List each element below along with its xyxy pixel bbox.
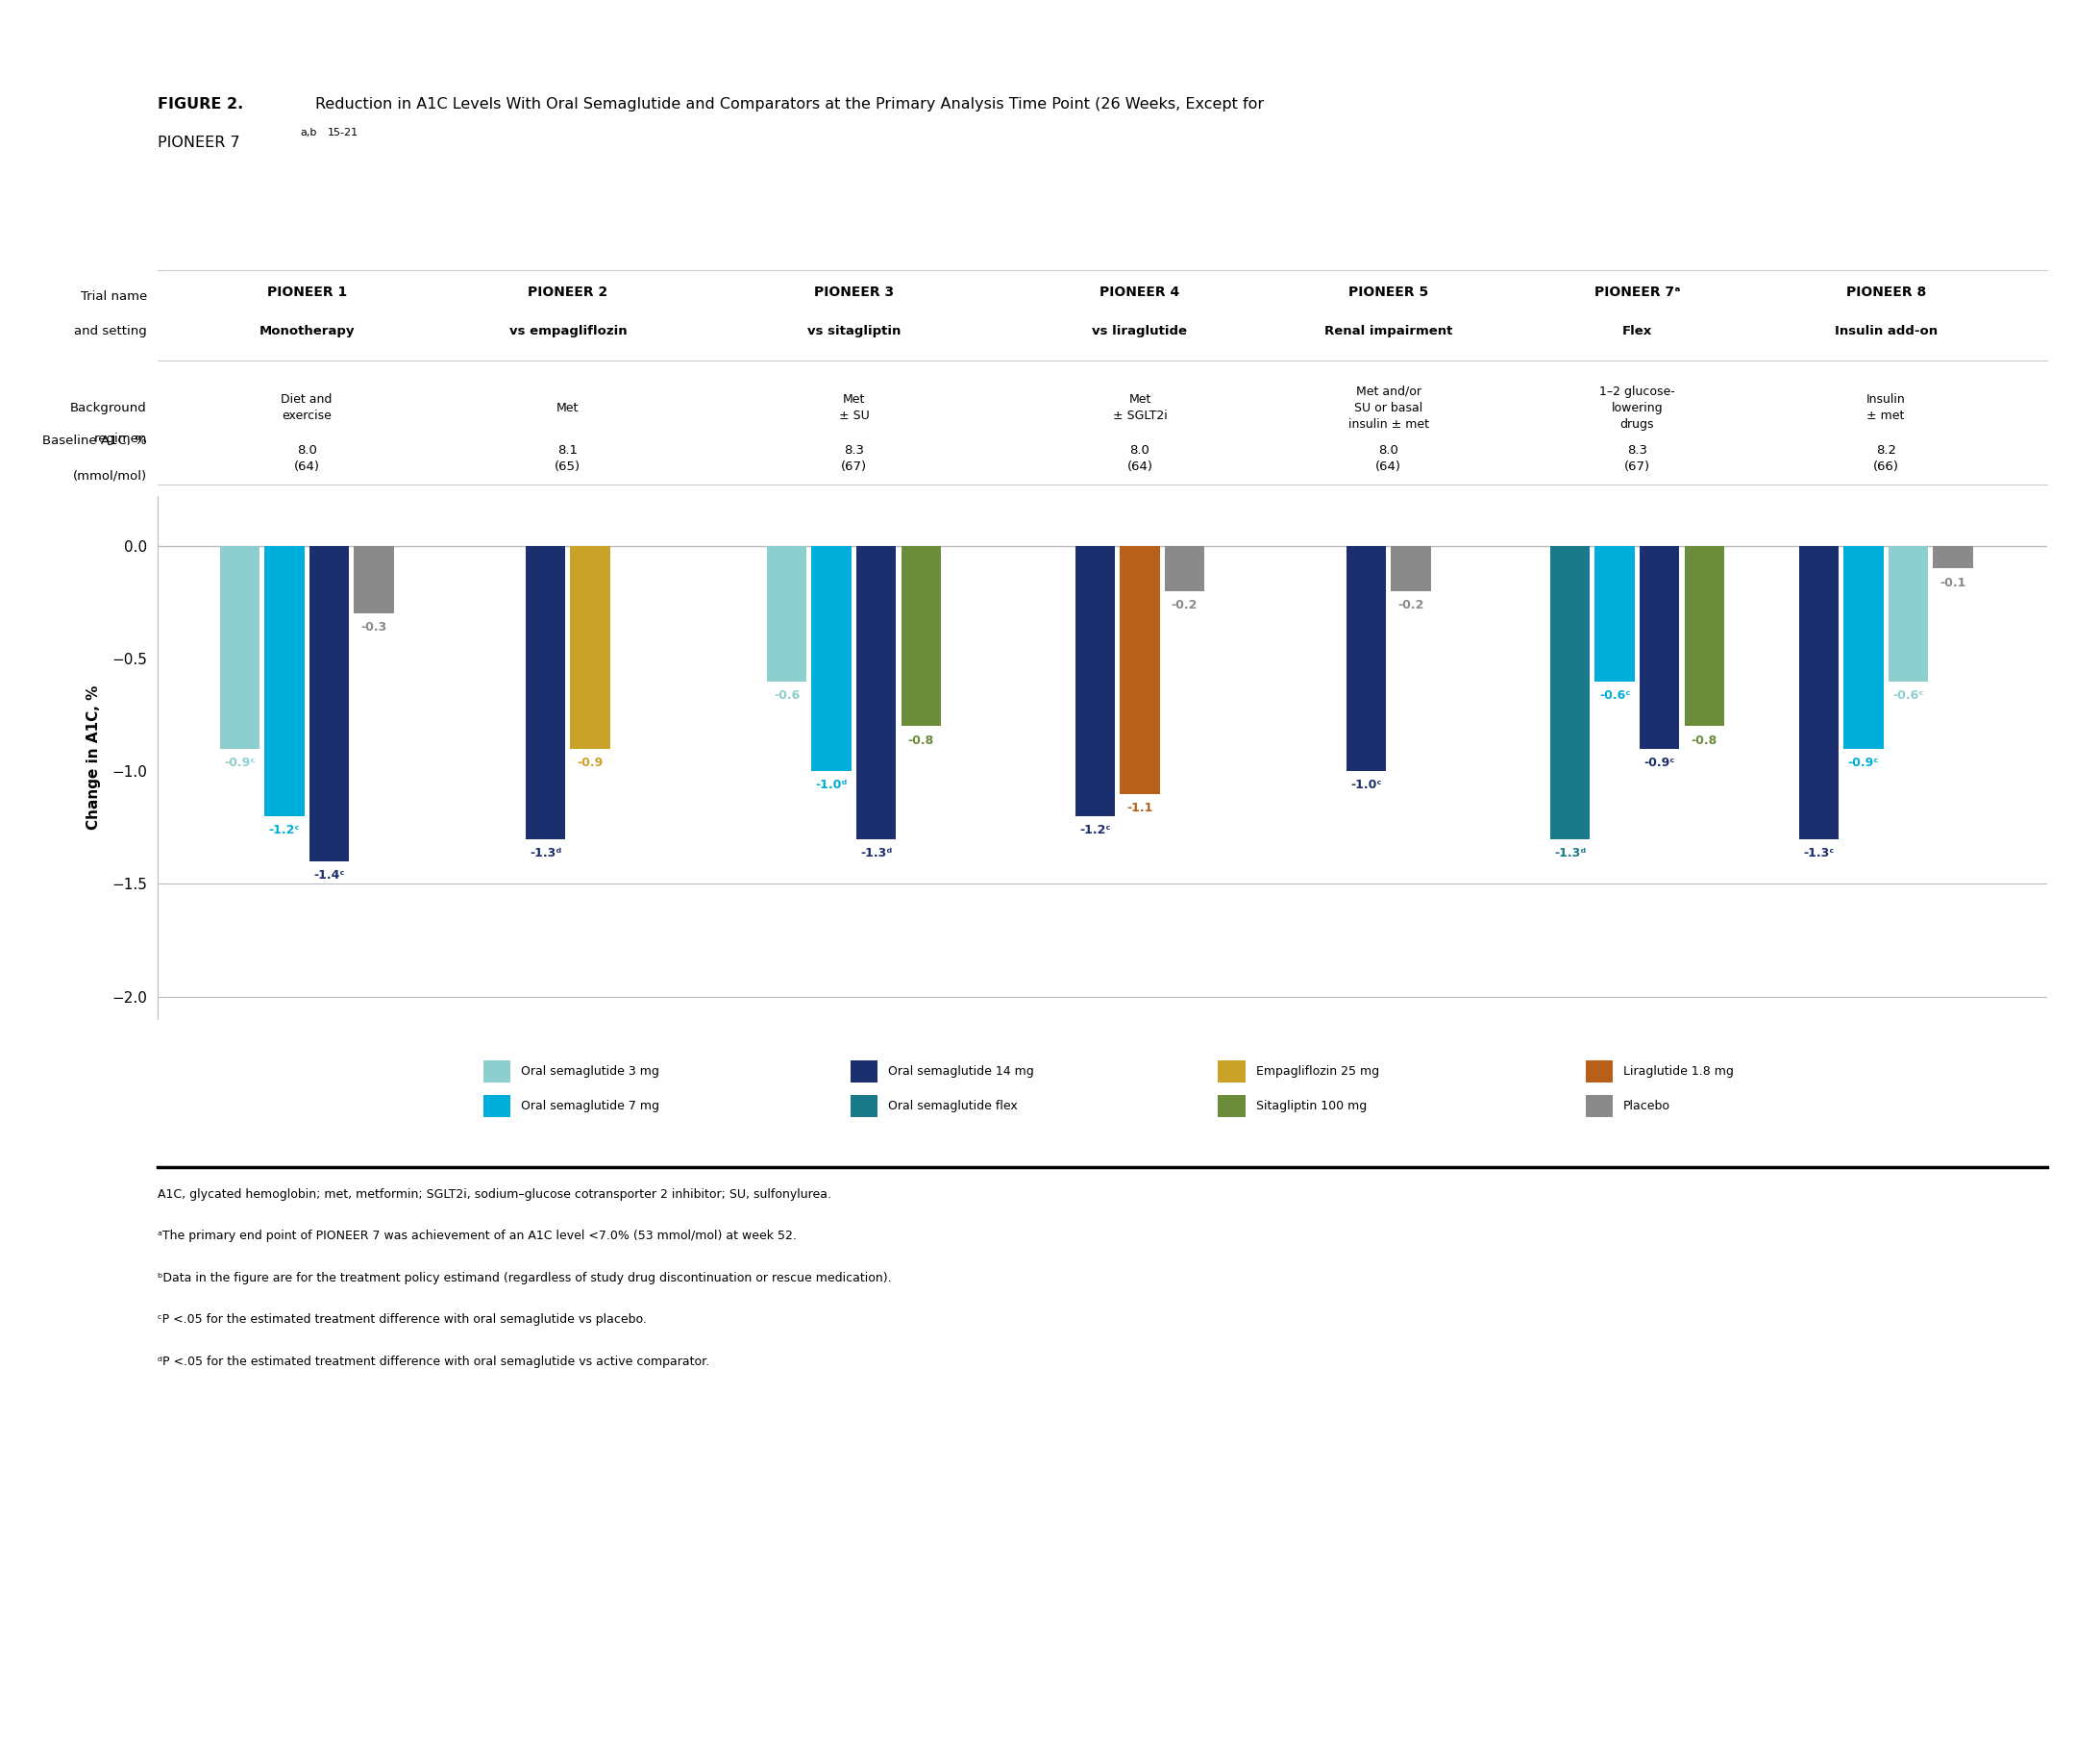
Text: -1.3ᵈ: -1.3ᵈ — [1554, 847, 1586, 859]
Text: ᵇData in the figure are for the treatment policy estimand (regardless of study d: ᵇData in the figure are for the treatmen… — [158, 1272, 890, 1284]
Bar — [1888, 545, 1928, 681]
Text: PIONEER 7: PIONEER 7 — [158, 136, 239, 150]
Text: vs liraglutide: vs liraglutide — [1092, 324, 1186, 338]
Bar — [1166, 545, 1205, 591]
Text: -0.8: -0.8 — [1691, 733, 1718, 747]
Text: Oral semaglutide 7 mg: Oral semaglutide 7 mg — [521, 1099, 659, 1113]
Text: Flex: Flex — [1621, 324, 1653, 338]
Text: Met
± SGLT2i: Met ± SGLT2i — [1113, 394, 1168, 422]
Text: -0.9ᶜ: -0.9ᶜ — [1848, 756, 1880, 770]
Text: 8.0
(64): 8.0 (64) — [294, 444, 319, 472]
Text: FIGURE 2.: FIGURE 2. — [158, 98, 244, 111]
Text: ᵃThe primary end point of PIONEER 7 was achievement of an A1C level <7.0% (53 mm: ᵃThe primary end point of PIONEER 7 was … — [158, 1230, 796, 1242]
Text: 8.0
(64): 8.0 (64) — [1376, 444, 1401, 472]
Bar — [1640, 545, 1680, 749]
Text: 8.0
(64): 8.0 (64) — [1128, 444, 1153, 472]
Text: ᵈP <.05 for the estimated treatment difference with oral semaglutide vs active c: ᵈP <.05 for the estimated treatment diff… — [158, 1355, 710, 1367]
Bar — [1684, 545, 1724, 726]
Text: 15-21: 15-21 — [328, 127, 359, 138]
Text: -1.0ᶜ: -1.0ᶜ — [1350, 779, 1382, 791]
Text: -1.2ᶜ: -1.2ᶜ — [269, 824, 300, 836]
Text: PIONEER 4: PIONEER 4 — [1100, 286, 1180, 300]
Text: -0.1: -0.1 — [1940, 577, 1966, 589]
Bar — [1594, 545, 1634, 681]
Bar — [1934, 545, 1972, 568]
Text: -1.3ᵈ: -1.3ᵈ — [861, 847, 892, 859]
Text: Met: Met — [556, 401, 580, 415]
Bar — [901, 545, 941, 726]
Y-axis label: Change in A1C, %: Change in A1C, % — [86, 686, 101, 829]
Text: Empagliflozin 25 mg: Empagliflozin 25 mg — [1256, 1064, 1380, 1078]
Text: -1.3ᵈ: -1.3ᵈ — [529, 847, 561, 859]
Text: -0.2: -0.2 — [1399, 599, 1424, 611]
Text: -1.3ᶜ: -1.3ᶜ — [1804, 847, 1833, 859]
Text: -0.9ᶜ: -0.9ᶜ — [225, 756, 254, 770]
Bar — [571, 545, 611, 749]
Text: -1.4ᶜ: -1.4ᶜ — [313, 869, 344, 881]
Text: Liraglutide 1.8 mg: Liraglutide 1.8 mg — [1623, 1064, 1735, 1078]
Text: regimen: regimen — [94, 432, 147, 446]
Text: -0.6ᶜ: -0.6ᶜ — [1892, 690, 1924, 702]
Text: Oral semaglutide 14 mg: Oral semaglutide 14 mg — [888, 1064, 1033, 1078]
Text: PIONEER 2: PIONEER 2 — [527, 286, 607, 300]
Text: PIONEER 7ᵃ: PIONEER 7ᵃ — [1594, 286, 1680, 300]
Bar — [857, 545, 897, 840]
Text: Insulin
± met: Insulin ± met — [1867, 394, 1905, 422]
Text: PIONEER 3: PIONEER 3 — [815, 286, 895, 300]
Text: -0.9: -0.9 — [578, 756, 603, 770]
Text: 8.2
(66): 8.2 (66) — [1873, 444, 1898, 472]
Text: -0.2: -0.2 — [1172, 599, 1197, 611]
Text: Baseline A1C, %: Baseline A1C, % — [42, 434, 147, 448]
Text: Diet and
exercise: Diet and exercise — [281, 394, 332, 422]
Text: Oral semaglutide 3 mg: Oral semaglutide 3 mg — [521, 1064, 659, 1078]
Text: Background: Background — [71, 401, 147, 415]
Text: (mmol/mol): (mmol/mol) — [74, 469, 147, 483]
Text: Met
± SU: Met ± SU — [838, 394, 869, 422]
Text: -0.3: -0.3 — [361, 622, 386, 634]
Bar — [1075, 545, 1115, 817]
Text: -1.1: -1.1 — [1126, 801, 1153, 814]
Text: PIONEER 1: PIONEER 1 — [267, 286, 347, 300]
Text: 8.1
(65): 8.1 (65) — [554, 444, 582, 472]
Bar — [220, 545, 260, 749]
Text: 8.3
(67): 8.3 (67) — [1623, 444, 1651, 472]
Text: Insulin add-on: Insulin add-on — [1835, 324, 1938, 338]
Text: Monotherapy: Monotherapy — [258, 324, 355, 338]
Bar — [265, 545, 304, 817]
Text: -1.0ᵈ: -1.0ᵈ — [815, 779, 848, 791]
Text: ᶜP <.05 for the estimated treatment difference with oral semaglutide vs placebo.: ᶜP <.05 for the estimated treatment diff… — [158, 1313, 647, 1326]
Text: A1C, glycated hemoglobin; met, metformin; SGLT2i, sodium–glucose cotransporter 2: A1C, glycated hemoglobin; met, metformin… — [158, 1188, 832, 1200]
Text: Renal impairment: Renal impairment — [1325, 324, 1453, 338]
Text: PIONEER 5: PIONEER 5 — [1348, 286, 1428, 300]
Text: -0.6ᶜ: -0.6ᶜ — [1600, 690, 1630, 702]
Text: -0.8: -0.8 — [907, 733, 934, 747]
Bar — [525, 545, 565, 840]
Text: -1.2ᶜ: -1.2ᶜ — [1079, 824, 1111, 836]
Text: Met and/or
SU or basal
insulin ± met: Met and/or SU or basal insulin ± met — [1348, 385, 1428, 430]
Bar — [1844, 545, 1884, 749]
Text: 1–2 glucose-
lowering
drugs: 1–2 glucose- lowering drugs — [1600, 385, 1676, 430]
Text: vs empagliflozin: vs empagliflozin — [508, 324, 626, 338]
Bar — [1346, 545, 1386, 772]
Bar — [309, 545, 349, 861]
Bar — [1800, 545, 1840, 840]
Bar — [1550, 545, 1590, 840]
Text: Placebo: Placebo — [1623, 1099, 1670, 1113]
Text: -0.9ᶜ: -0.9ᶜ — [1644, 756, 1676, 770]
Text: -0.6: -0.6 — [773, 690, 800, 702]
Text: 8.3
(67): 8.3 (67) — [840, 444, 867, 472]
Bar — [1390, 545, 1430, 591]
Bar — [1119, 545, 1159, 794]
Text: Reduction in A1C Levels With Oral Semaglutide and Comparators at the Primary Ana: Reduction in A1C Levels With Oral Semagl… — [315, 98, 1264, 111]
Bar — [766, 545, 806, 681]
Bar — [355, 545, 395, 613]
Text: Sitagliptin 100 mg: Sitagliptin 100 mg — [1256, 1099, 1367, 1113]
Bar — [811, 545, 850, 772]
Text: Oral semaglutide flex: Oral semaglutide flex — [888, 1099, 1018, 1113]
Text: vs sitagliptin: vs sitagliptin — [806, 324, 901, 338]
Text: Trial name: Trial name — [80, 289, 147, 303]
Text: and setting: and setting — [74, 324, 147, 338]
Text: a,b: a,b — [300, 127, 317, 138]
Text: PIONEER 8: PIONEER 8 — [1846, 286, 1926, 300]
